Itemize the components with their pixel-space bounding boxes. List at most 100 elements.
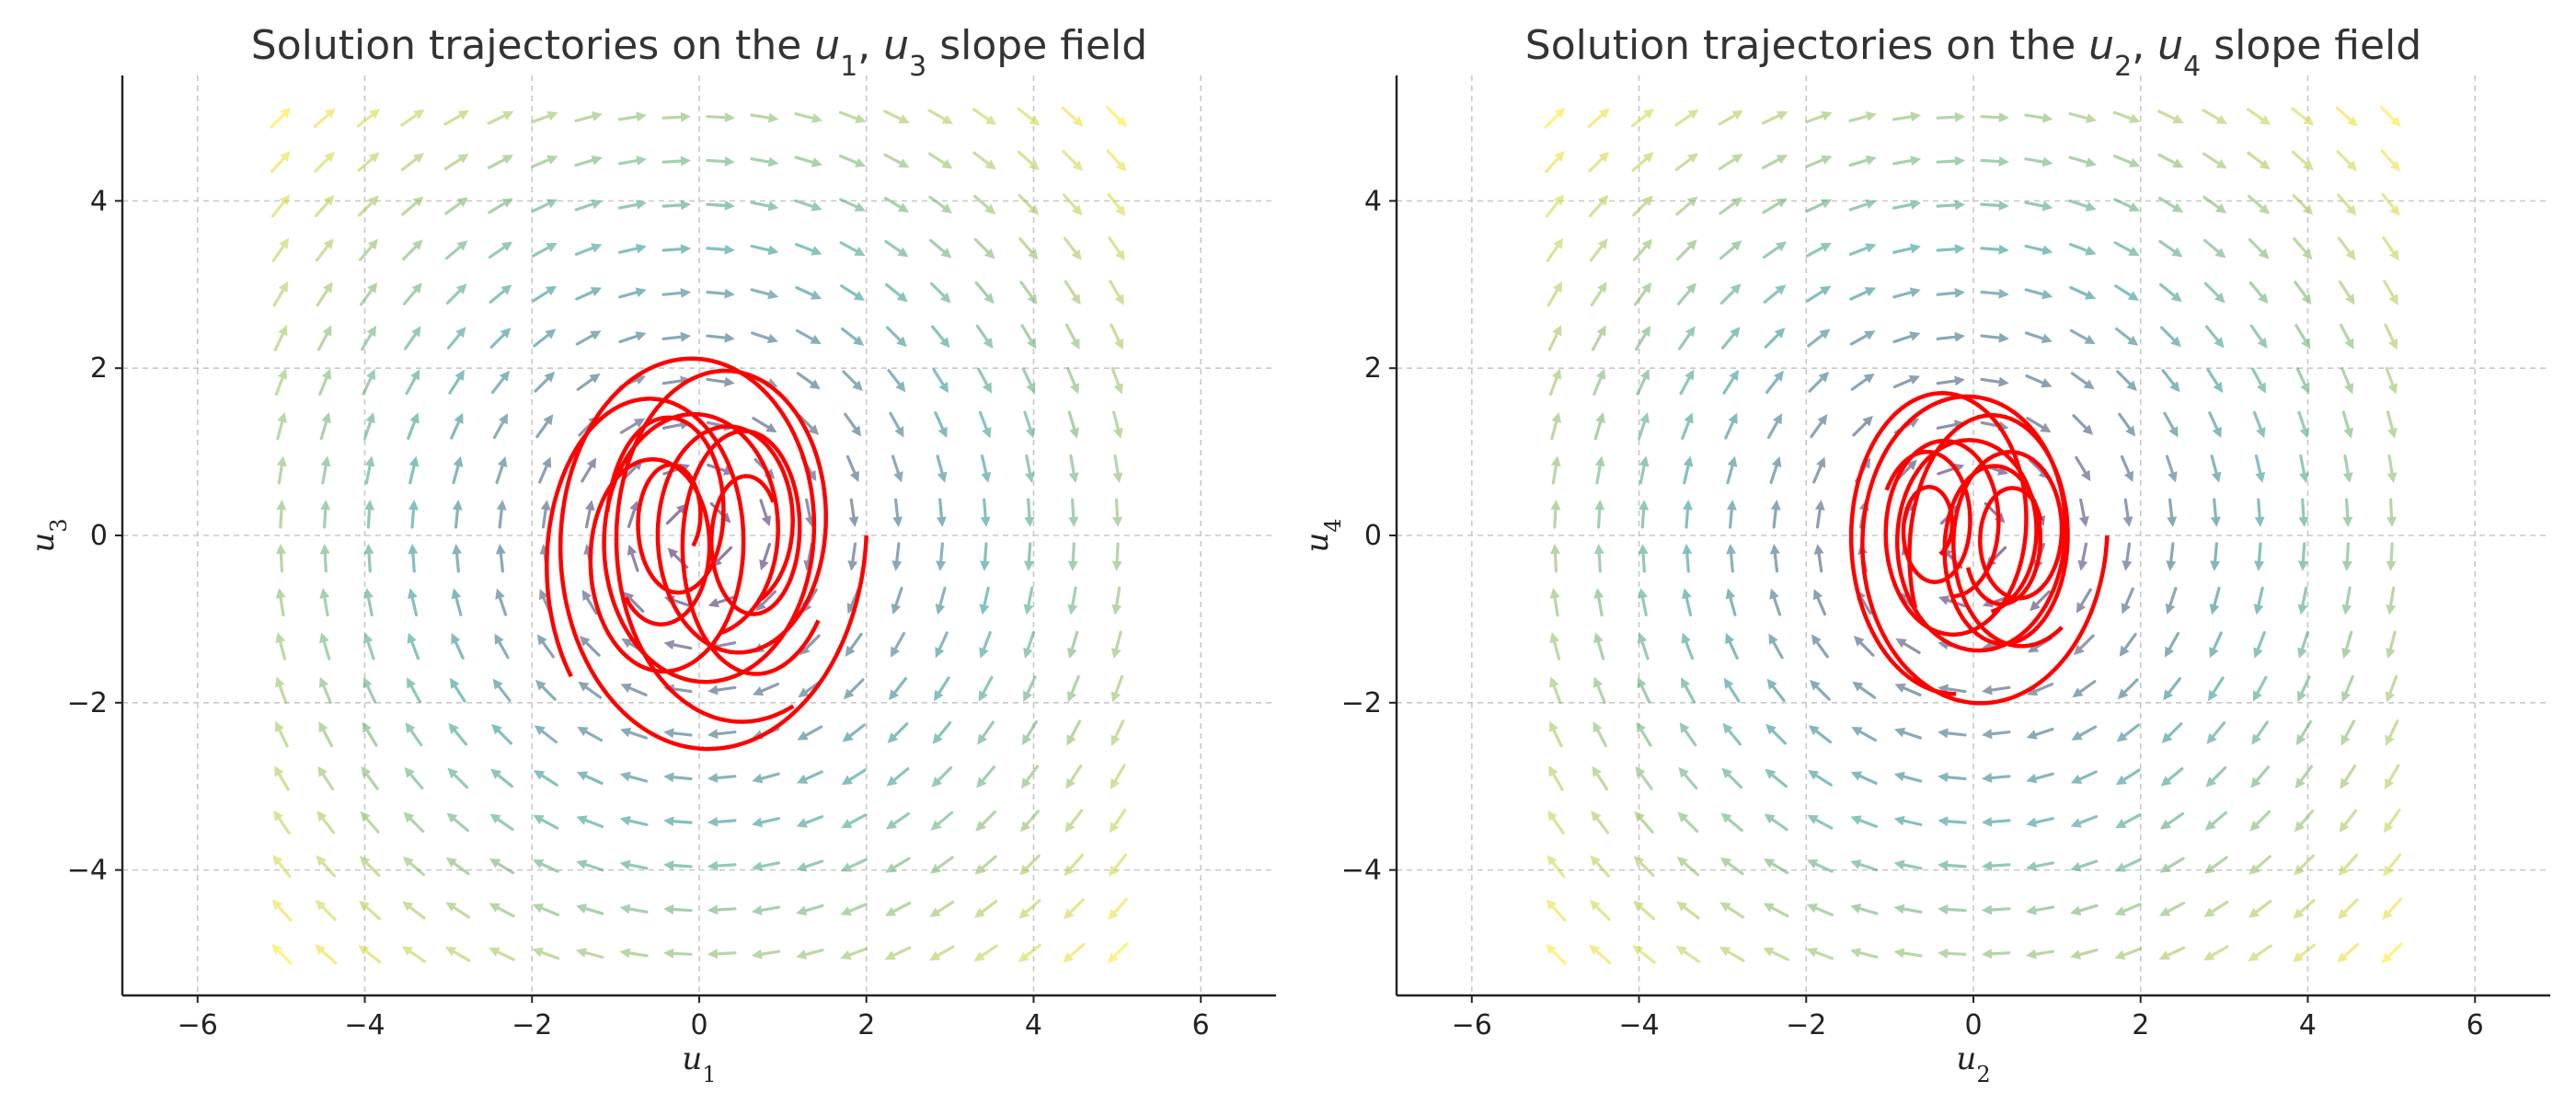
slope-arrow <box>314 151 336 173</box>
slope-arrow <box>1636 721 1652 747</box>
slope-arrow <box>1064 854 1085 877</box>
slope-arrow <box>2295 367 2310 395</box>
slope-arrow <box>363 543 374 573</box>
slope-arrow <box>1892 374 1921 389</box>
slope-arrow <box>1633 900 1656 921</box>
slope-arrow <box>271 943 293 965</box>
slope-arrow <box>1589 944 1612 965</box>
slope-arrow <box>706 376 735 387</box>
slope-arrow <box>1592 765 1609 791</box>
slope-arrow <box>887 722 909 743</box>
slope-arrow <box>2118 412 2136 437</box>
slope-arrow <box>1637 676 1651 704</box>
slope-arrow <box>1110 674 1124 703</box>
slope-arrow <box>1593 676 1606 704</box>
slope-arrow <box>2073 634 2095 656</box>
slope-arrow <box>1021 719 1039 746</box>
slope-arrow <box>362 676 377 704</box>
slope-arrow <box>973 237 995 259</box>
slope-arrow <box>1589 238 1608 262</box>
slope-arrow <box>619 771 649 783</box>
slope-arrow <box>535 414 554 439</box>
slope-arrow <box>1023 675 1037 703</box>
slope-arrow <box>445 857 470 876</box>
slope-arrow <box>1893 903 1923 914</box>
slope-arrow <box>490 768 513 788</box>
slope-arrow <box>531 242 558 258</box>
slope-arrow <box>408 500 419 529</box>
slope-arrow <box>1719 197 1743 215</box>
slope-arrow <box>752 417 777 433</box>
slope-arrow <box>574 155 603 167</box>
slope-arrow <box>2070 949 2099 960</box>
y-tick-label: −4 <box>67 855 108 887</box>
slope-arrow <box>661 200 692 211</box>
slope-arrow <box>1808 725 1833 744</box>
slope-arrow <box>796 815 824 828</box>
slope-arrow <box>1726 543 1737 573</box>
slope-arrow <box>2386 586 2397 615</box>
slope-arrow <box>841 813 868 829</box>
slope-arrow <box>1892 111 1922 122</box>
slope-arrow <box>2383 853 2402 877</box>
slope-arrow <box>2122 498 2133 527</box>
slope-arrow <box>841 768 867 786</box>
slope-arrow <box>979 631 992 659</box>
slope-arrow <box>2386 542 2397 571</box>
slope-arrow <box>407 588 419 616</box>
slope-arrow <box>402 901 426 920</box>
slope-arrow <box>840 947 868 960</box>
slope-arrow <box>2294 765 2314 789</box>
slope-arrow <box>316 282 333 307</box>
slope-arrow <box>1064 323 1080 350</box>
slope-arrow <box>2337 236 2356 260</box>
slope-arrow <box>2248 281 2269 305</box>
slope-arrow <box>929 282 951 304</box>
y-axis-label: u3 <box>25 518 72 552</box>
slope-arrow <box>2248 855 2271 875</box>
slope-arrow <box>750 156 779 167</box>
slope-arrow <box>533 770 558 787</box>
slope-arrow <box>274 720 289 748</box>
slope-arrow <box>575 330 602 346</box>
chart-title: Solution trajectories on the u2, u4 slop… <box>1525 22 2421 83</box>
slope-arrow <box>2341 630 2353 660</box>
slope-arrow <box>707 860 737 871</box>
slope-arrow <box>707 816 737 827</box>
slope-arrow <box>315 900 337 921</box>
slope-arrow <box>886 767 910 787</box>
slope-arrow <box>1064 809 1084 833</box>
slope-arrow <box>492 413 509 440</box>
slope-arrow <box>2251 367 2266 394</box>
slope-arrow <box>2297 675 2311 703</box>
slope-arrow <box>489 858 515 875</box>
slope-arrow <box>2068 155 2097 167</box>
slope-arrow <box>2159 282 2182 303</box>
slope-arrow <box>1544 107 1566 129</box>
slope-arrow <box>1762 198 1788 214</box>
slope-arrow <box>1768 633 1784 660</box>
x-axis-label: u2 <box>1956 1041 1990 1087</box>
slope-arrow <box>2070 859 2099 872</box>
slope-arrow <box>1594 455 1605 485</box>
slope-arrow <box>1632 945 1656 964</box>
slope-arrow <box>316 325 332 351</box>
y-tick-label: 4 <box>1364 185 1382 217</box>
slope-arrow <box>842 370 863 392</box>
slope-arrow <box>401 196 424 216</box>
slope-arrow <box>494 633 510 660</box>
slope-arrow <box>1765 370 1784 394</box>
slope-arrow <box>1807 770 1833 787</box>
slope-arrow <box>2209 631 2223 659</box>
slope-arrow <box>1895 638 1921 654</box>
slope-arrow <box>1589 900 1611 921</box>
slope-arrow <box>1682 543 1693 573</box>
slope-arrow <box>2024 112 2053 123</box>
slope-arrow <box>884 946 912 960</box>
slope-arrow <box>1892 331 1921 344</box>
slope-arrow <box>1634 325 1651 351</box>
slope-arrow <box>2122 542 2133 571</box>
slope-arrow <box>487 155 514 169</box>
slope-arrow <box>794 112 823 123</box>
slope-arrow <box>534 725 558 744</box>
